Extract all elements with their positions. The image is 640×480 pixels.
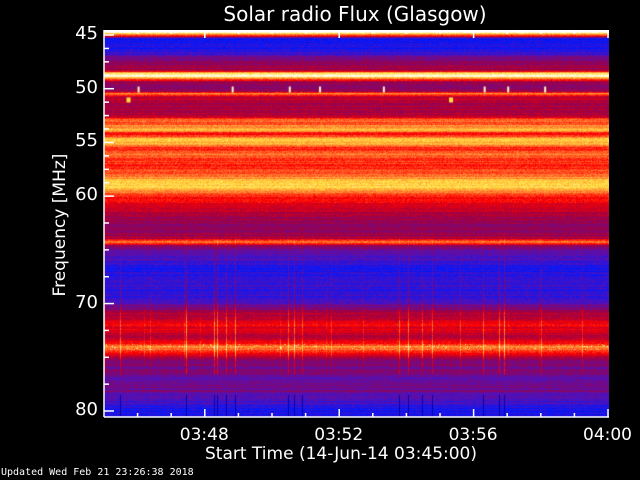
y-axis-label: Frequency [MHz] — [50, 153, 70, 297]
x-tick-label: 03:48 — [179, 425, 229, 445]
updated-timestamp: Updated Wed Feb 21 23:26:38 2018 — [1, 467, 194, 478]
y-tick-label: 50 — [75, 76, 98, 98]
y-tick-label: 45 — [75, 23, 98, 44]
y-tick-label: 60 — [75, 184, 98, 206]
spectrogram-heatmap — [104, 30, 609, 417]
x-axis-label: Start Time (14-Jun-14 03:45:00) — [205, 444, 477, 464]
x-tick-label: 04:00 — [583, 425, 632, 445]
y-tick-label: 70 — [75, 291, 98, 313]
y-tick-label: 80 — [75, 399, 98, 420]
chart-title: Solar radio Flux (Glasgow) — [223, 2, 487, 26]
y-tick-label: 55 — [75, 130, 98, 152]
x-tick-label: 03:56 — [448, 425, 498, 445]
x-tick-label: 03:52 — [314, 425, 364, 445]
